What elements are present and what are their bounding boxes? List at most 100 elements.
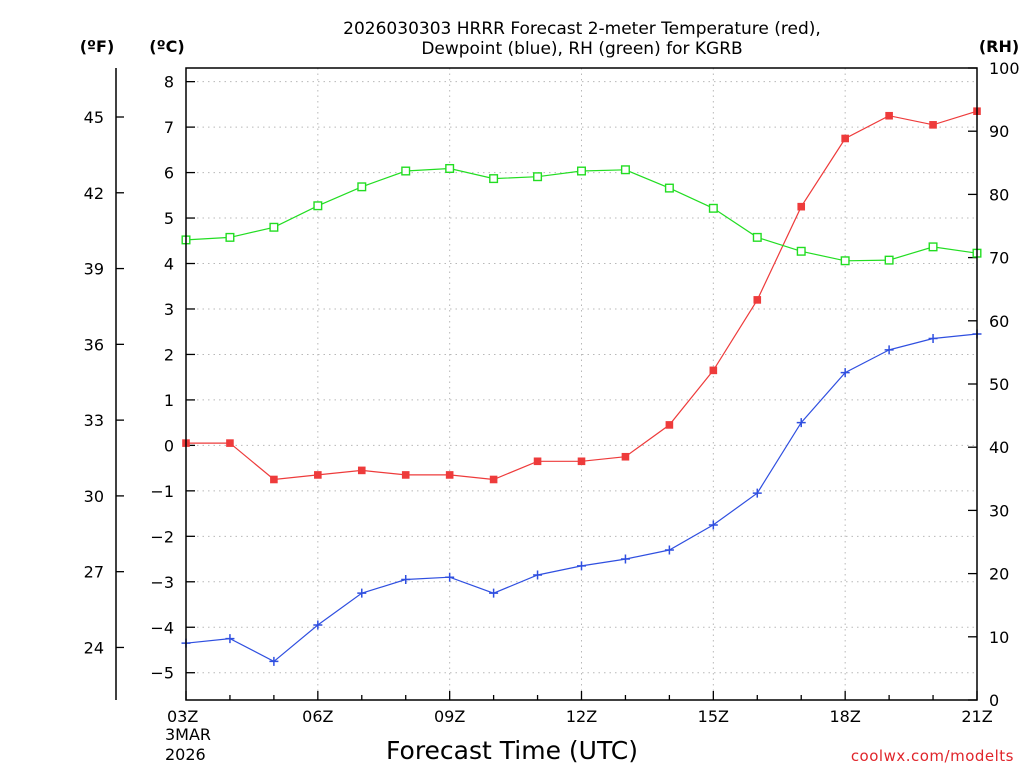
celsius-tick-label: 0: [164, 436, 174, 455]
rh-point: [225, 232, 235, 242]
temperature-point: [621, 452, 630, 461]
rh-tick-label: 80: [989, 185, 1009, 204]
fahrenheit-tick-label: 24: [84, 638, 104, 657]
fahrenheit-tick-label: 33: [84, 411, 104, 430]
fahrenheit-tick-label: 27: [84, 563, 104, 582]
rh-point: [664, 183, 674, 193]
fahrenheit-tick-label: 39: [84, 260, 104, 279]
x-tick-label: 18Z: [830, 707, 861, 726]
rh-point: [489, 174, 499, 184]
celsius-tick-label: −2: [150, 527, 174, 546]
celsius-tick-label: 8: [164, 73, 174, 92]
celsius-tick-label: 5: [164, 209, 174, 228]
x-tick-label: 21Z: [961, 707, 992, 726]
temperature-point: [709, 366, 718, 375]
rh-tick-label: 30: [989, 501, 1009, 520]
date-label-day: 3MAR: [165, 725, 211, 744]
rh-unit-label: (RH): [979, 37, 1019, 56]
rh-point: [620, 165, 630, 175]
rh-tick-label: 90: [989, 122, 1009, 141]
celsius-tick-label: 2: [164, 345, 174, 364]
rh-point: [577, 166, 587, 176]
temperature-point: [753, 296, 762, 304]
temperature-point: [841, 134, 849, 143]
fahrenheit-tick-label: 42: [84, 184, 104, 203]
temperature-point: [357, 466, 366, 475]
dewpoint-point: [928, 334, 938, 344]
dewpoint-point: [533, 570, 543, 580]
temperature-point: [314, 471, 322, 479]
temperature-point: [797, 202, 806, 211]
dewpoint-point: [577, 561, 586, 571]
x-tick-label: 06Z: [302, 707, 333, 726]
dewpoint-point: [620, 554, 630, 564]
rh-point: [445, 163, 455, 173]
dewpoint-point: [225, 634, 235, 644]
temperature-point: [270, 475, 278, 484]
fahrenheit-unit-label: (ºF): [80, 37, 115, 56]
plot-frame: [185, 67, 978, 701]
rh-line: [185, 167, 978, 262]
x-axis: 03Z 06Z 09Z 12Z 15Z 18Z 21Z: [167, 691, 993, 726]
celsius-tick-label: 6: [164, 164, 174, 183]
rh-tick-label: 10: [989, 628, 1009, 647]
rh-tick-label: 100: [989, 59, 1020, 78]
temperature-point: [929, 121, 937, 129]
dewpoint-point: [269, 656, 279, 666]
temperature-line: [186, 110, 978, 481]
celsius-tick-label: 3: [164, 300, 174, 319]
rh-point: [313, 201, 323, 211]
dewpoint-point: [708, 520, 718, 530]
fahrenheit-tick-label: 30: [84, 487, 104, 506]
dewpoint-point: [840, 368, 850, 378]
temperature-point: [489, 475, 498, 484]
celsius-tick-label: 7: [164, 118, 174, 137]
dewpoint-point: [401, 575, 411, 585]
rh-point: [928, 242, 938, 252]
x-tick-label: 03Z: [167, 707, 198, 726]
rh-point: [708, 203, 718, 213]
x-tick-label: 15Z: [698, 707, 729, 726]
dewpoint-point: [489, 588, 499, 598]
rh-point: [752, 232, 762, 242]
celsius-tick-label: 1: [164, 391, 174, 410]
rh-point: [401, 166, 411, 176]
dewpoint-point: [752, 488, 762, 498]
dewpoint-point: [884, 345, 894, 355]
date-label-year: 2026: [165, 745, 206, 764]
temperature-point: [533, 457, 542, 466]
grid-lines: [186, 68, 977, 700]
rh-tick-label: 70: [989, 249, 1009, 268]
chart-title-line-2: Dewpoint (blue), RH (green) for KGRB: [421, 39, 742, 59]
dewpoint-point: [664, 545, 674, 555]
dewpoint-point: [357, 588, 367, 598]
rh-tick-label: 60: [989, 312, 1009, 331]
rh-tick-label: 40: [989, 438, 1009, 457]
temperature-point: [665, 421, 674, 429]
celsius-axis: 8 7 6 5 4 3 2 1 0 −1 −2 −3 −4 −5: [150, 73, 195, 683]
rh-point: [357, 182, 367, 192]
temperature-point: [226, 439, 234, 447]
temperature-point: [401, 471, 410, 479]
fahrenheit-tick-label: 45: [84, 108, 104, 127]
celsius-tick-label: −1: [150, 482, 174, 501]
celsius-unit-label: (ºC): [149, 37, 184, 56]
x-tick-label: 12Z: [566, 707, 597, 726]
x-axis-title: Forecast Time (UTC): [386, 736, 638, 765]
dewpoint-point: [313, 620, 323, 630]
celsius-tick-label: −3: [150, 573, 174, 592]
rh-tick-label: 20: [989, 565, 1009, 584]
rh-tick-label: 50: [989, 375, 1009, 394]
temperature-point: [885, 111, 893, 120]
celsius-tick-label: −5: [150, 664, 174, 683]
rh-tick-label: 0: [989, 691, 999, 710]
temperature-point: [445, 471, 454, 479]
dewpoint-point: [445, 572, 455, 582]
credit-label: coolwx.com/modelts: [851, 747, 1014, 765]
x-tick-label: 09Z: [434, 707, 465, 726]
rh-point: [840, 256, 850, 266]
rh-point: [533, 172, 543, 182]
dewpoint-point: [796, 418, 806, 428]
